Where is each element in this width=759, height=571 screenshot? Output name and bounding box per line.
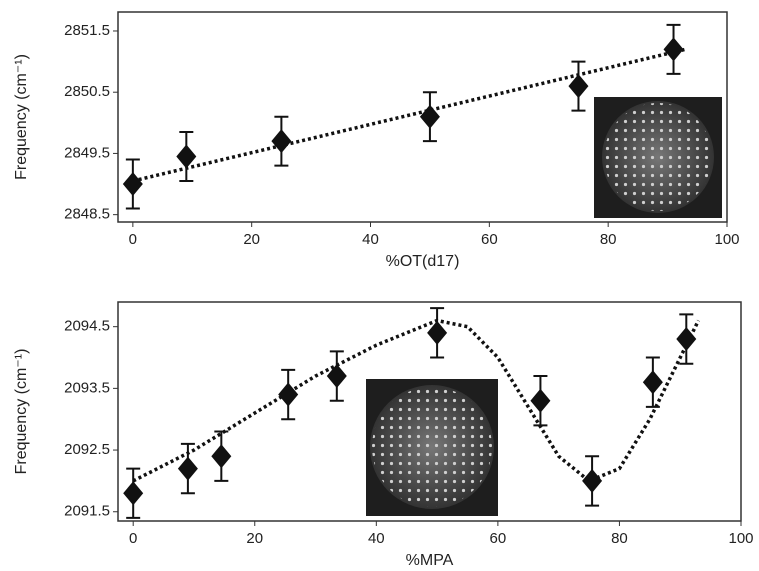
x-tick-label: 80 <box>600 231 617 248</box>
x-axis-title: %MPA <box>406 552 454 569</box>
inset-image <box>594 97 722 218</box>
x-tick-label: 100 <box>714 231 739 248</box>
marker <box>177 456 198 481</box>
x-tick-label: 0 <box>129 231 137 248</box>
marker <box>676 327 697 352</box>
marker <box>642 370 663 395</box>
y-axis-title: Frequency (cm⁻¹) <box>13 54 30 180</box>
y-tick-label: 2093.5 <box>64 379 110 396</box>
marker <box>326 364 347 389</box>
y-tick-label: 2091.5 <box>64 503 110 520</box>
y-tick-label: 2849.5 <box>64 144 110 161</box>
fit-line <box>132 318 701 483</box>
x-tick-label: 80 <box>611 530 628 547</box>
x-tick-label: 20 <box>243 231 260 248</box>
marker <box>530 388 551 413</box>
x-tick-label: 60 <box>490 530 507 547</box>
x-tick-label: 20 <box>246 530 263 547</box>
fit-line <box>132 47 686 183</box>
x-tick-label: 40 <box>368 530 385 547</box>
y-tick-label: 2092.5 <box>64 441 110 458</box>
x-tick-label: 60 <box>481 231 498 248</box>
plot-frame <box>117 301 742 522</box>
x-axis-title: %OT(d17) <box>386 253 460 270</box>
marker <box>427 320 448 345</box>
marker <box>278 382 299 407</box>
plot-frame <box>117 11 728 223</box>
x-tick-label: 0 <box>129 530 137 547</box>
marker <box>663 37 684 62</box>
marker <box>123 481 144 506</box>
x-tick-label: 100 <box>728 530 753 547</box>
marker <box>176 144 197 169</box>
marker <box>568 74 589 99</box>
y-tick-label: 2851.5 <box>64 22 110 39</box>
marker <box>582 468 603 493</box>
marker <box>419 104 440 129</box>
inset-image <box>366 379 498 516</box>
y-tick-label: 2094.5 <box>64 318 110 335</box>
marker <box>211 444 232 469</box>
y-axis-title: Frequency (cm⁻¹) <box>13 349 30 475</box>
marker <box>271 129 292 154</box>
y-tick-label: 2850.5 <box>64 83 110 100</box>
x-tick-label: 40 <box>362 231 379 248</box>
marker <box>122 172 143 197</box>
y-tick-label: 2848.5 <box>64 206 110 223</box>
